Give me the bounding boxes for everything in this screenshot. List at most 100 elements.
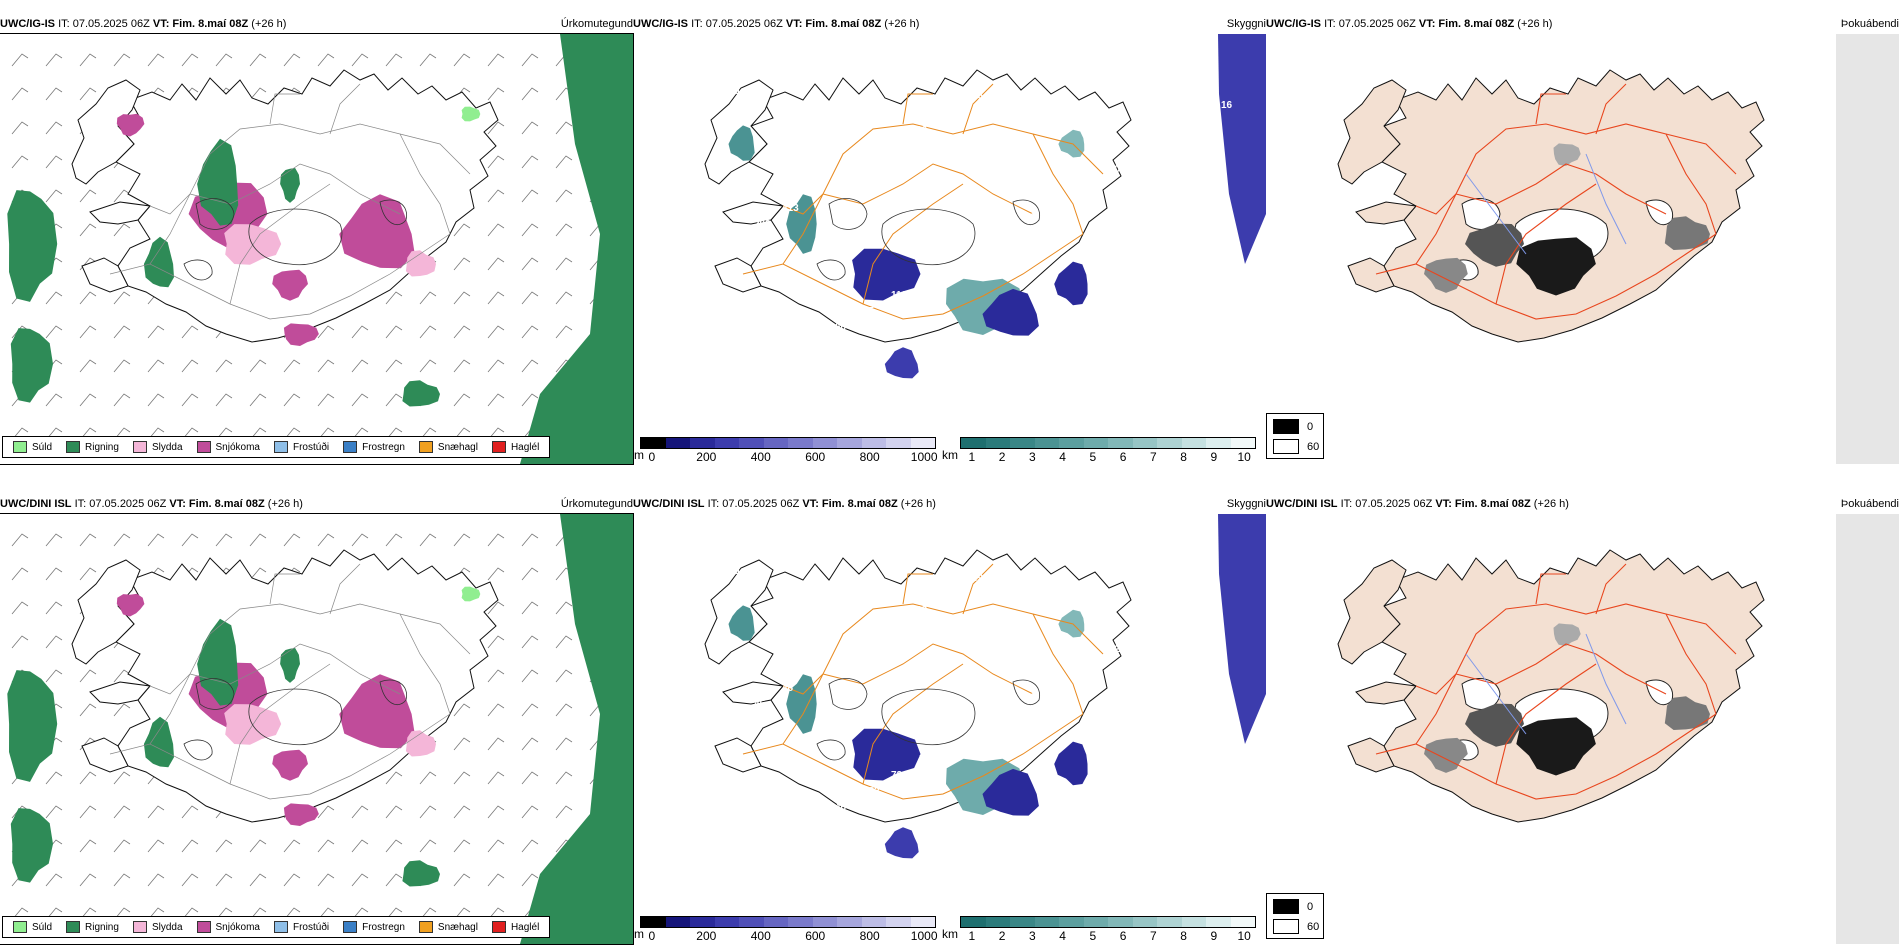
- rain-area: [280, 648, 300, 683]
- colorbar-tick: 600: [805, 929, 826, 943]
- colorbar-segment: [837, 438, 862, 448]
- cloud-base-label: 88: [726, 235, 738, 246]
- wind-barb: [487, 87, 505, 101]
- road-line: [109, 713, 451, 800]
- fog-light: [1553, 623, 1581, 646]
- valid-label: VT:: [785, 18, 803, 30]
- colorbar-segment: [665, 438, 690, 448]
- snow-area: [272, 269, 308, 301]
- model-name: UWC/DINI ISL: [0, 498, 72, 510]
- wind-barb: [181, 393, 199, 407]
- cloud-base-label: 96: [916, 125, 928, 136]
- road-line: [742, 233, 1084, 320]
- fog-light: [1664, 696, 1710, 730]
- road-line: [902, 573, 933, 605]
- legend-label: Haglél: [510, 921, 540, 933]
- snow-area: [283, 803, 319, 826]
- low-cloud-area: [1218, 514, 1266, 744]
- wind-barb: [317, 805, 335, 819]
- colorbar-tick: 10: [1237, 929, 1251, 943]
- wind-barb: [487, 771, 505, 785]
- valid-time: Fim. 8.maí 08Z: [1454, 498, 1531, 510]
- wind-barb: [521, 189, 539, 203]
- wind-barb: [181, 325, 199, 339]
- wind-barb: [487, 359, 505, 373]
- lead-time: (+26 h): [251, 18, 287, 30]
- road-line: [1665, 133, 1717, 235]
- valid-time: Fim. 8.maí 08Z: [188, 498, 265, 510]
- legend-label: Snæhagl: [437, 441, 478, 453]
- fog-dense: [1516, 237, 1596, 296]
- wind-barb: [385, 805, 403, 819]
- valid-time: Fim. 8.maí 08Z: [1438, 18, 1515, 30]
- wind-barb: [79, 393, 97, 407]
- cloud-base-label: 126: [997, 228, 1014, 239]
- wind-barb: [487, 805, 505, 819]
- cloud-cover-swatch: [1273, 899, 1299, 914]
- wind-barb: [249, 393, 267, 407]
- cloud-cover-legend-top: 0 60: [1266, 413, 1324, 459]
- wind-barb: [419, 771, 437, 785]
- wind-barb: [521, 601, 539, 615]
- cloud-base-label: 437: [1137, 148, 1154, 159]
- legend-item: Frostregn: [343, 921, 405, 933]
- wind-barb: [249, 533, 267, 547]
- colorbar-tick: 2: [998, 450, 1006, 464]
- wind-barb: [385, 393, 403, 407]
- snow-area: [116, 593, 145, 617]
- wind-barb: [79, 839, 97, 853]
- wind-barb: [79, 189, 97, 203]
- colorbar-tick: 0: [648, 450, 656, 464]
- rain-area: [520, 514, 633, 944]
- road-line: [269, 573, 300, 605]
- legend-label: Súld: [32, 921, 53, 933]
- wind-barb: [453, 393, 471, 407]
- legend-label: Haglél: [510, 441, 540, 453]
- wind-barb: [521, 771, 539, 785]
- coastline: [1347, 737, 1395, 773]
- cloud-base-label: 40: [810, 187, 822, 198]
- wind-barb: [555, 223, 573, 237]
- wind-barb: [521, 839, 539, 853]
- colorbar-tick: 6: [1119, 450, 1127, 464]
- wind-barb: [317, 53, 335, 67]
- colorbar-segment: [861, 917, 886, 927]
- wind-barb: [147, 873, 165, 887]
- colorbar-tick: 3: [1029, 929, 1036, 943]
- fog-moderate: [1465, 223, 1524, 267]
- wind-barb: [249, 87, 267, 101]
- road-line: [1455, 643, 1667, 695]
- wind-barb: [283, 839, 301, 853]
- cloud-base-label: 87: [1162, 763, 1174, 774]
- wind-barb: [11, 601, 29, 615]
- road-line: [822, 163, 1034, 215]
- road-line: [1595, 563, 1627, 615]
- colorbar-segment: [886, 917, 911, 927]
- cloud-area: [1054, 261, 1088, 306]
- wind-barb: [555, 121, 573, 135]
- wind-barb: [555, 601, 573, 615]
- rain-area: [10, 808, 54, 883]
- colorbar-segment: [985, 438, 1010, 448]
- wind-barb: [453, 291, 471, 305]
- rain-area: [520, 34, 633, 464]
- cloud-km-colorbar: [960, 916, 1256, 928]
- wind-barb: [11, 635, 29, 649]
- road-line: [782, 603, 1104, 745]
- wind-barb: [521, 703, 539, 717]
- colorbar-tick: 4: [1059, 929, 1066, 943]
- cloud-base-label: 113: [891, 290, 908, 301]
- colorbar-tick: 2: [998, 929, 1006, 943]
- wind-barb: [453, 737, 471, 751]
- cloud-base-label: 97: [1190, 747, 1202, 758]
- wind-barb: [11, 567, 29, 581]
- wind-barb: [249, 53, 267, 67]
- fog-map-svg: [1337, 34, 1899, 464]
- colorbar-segment: [1230, 438, 1255, 448]
- cloud-base-label: 99: [1053, 676, 1065, 687]
- wind-barb: [147, 533, 165, 547]
- cloud-base-colorbar-bottom: 0 200 400 600 800 1000 m: [634, 916, 938, 946]
- precip-map-top: Súld Rigning Slydda Snjókoma Frostúði Frostre…: [0, 33, 641, 465]
- wind-barb: [147, 359, 165, 373]
- lead-time: (+26 h): [1517, 18, 1553, 30]
